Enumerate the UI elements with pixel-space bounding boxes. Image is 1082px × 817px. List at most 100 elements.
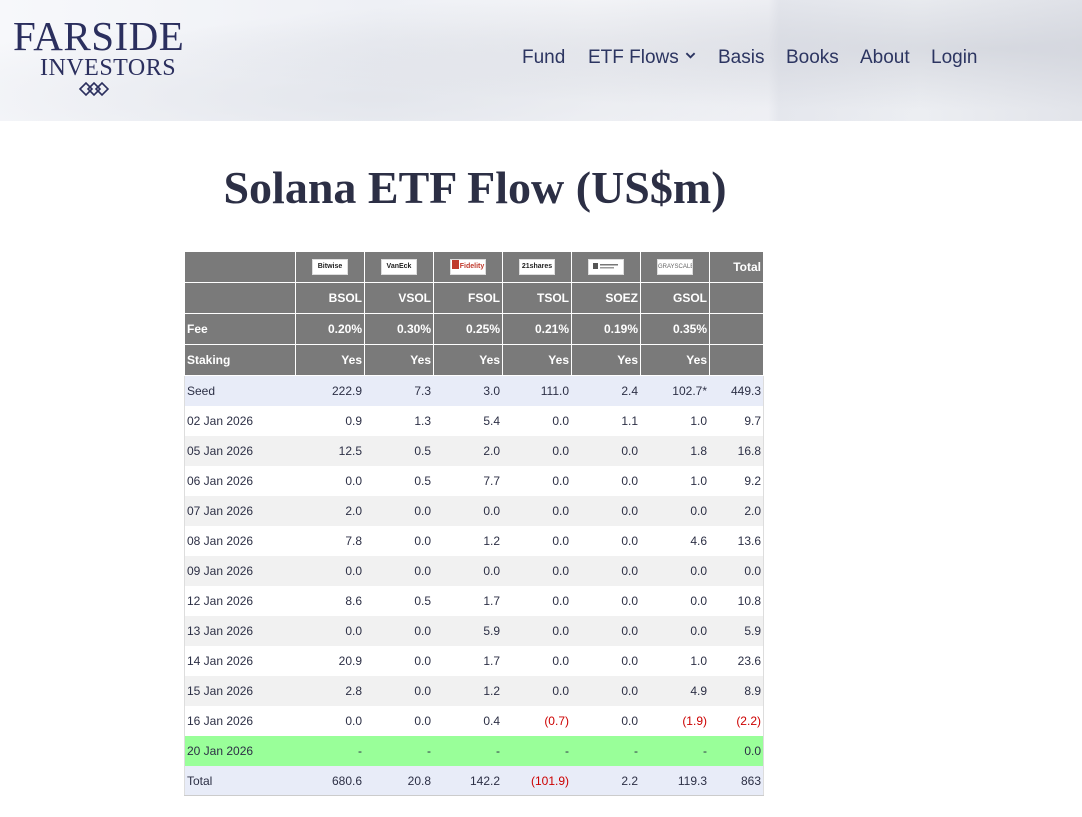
flow-cell: 7.7 (433, 465, 503, 496)
flow-cell: 2.0 (295, 495, 365, 526)
flow-cell: 0.0 (364, 495, 434, 526)
flow-cell: 2.0 (433, 435, 503, 466)
row-date: 14 Jan 2026 (184, 645, 296, 676)
nav-basis[interactable]: Basis (718, 47, 765, 68)
flow-cell: 20.8 (364, 765, 434, 796)
staking-cell: Yes (364, 344, 434, 376)
row-date: 13 Jan 2026 (184, 615, 296, 646)
issuer-logo-cell: GRAYSCALE (640, 251, 710, 283)
fee-label: Fee (184, 313, 296, 345)
flow-cell: 0.5 (364, 585, 434, 616)
flow-cell: 0.0 (502, 645, 572, 676)
ticker-cell: FSOL (433, 282, 503, 314)
staking-cell: Yes (640, 344, 710, 376)
row-date: 12 Jan 2026 (184, 585, 296, 616)
row-total-cell: 10.8 (709, 585, 764, 616)
row-total-cell: 0.0 (709, 735, 764, 766)
fee-cell: 0.25% (433, 313, 503, 345)
flow-cell: 0.0 (364, 525, 434, 556)
row-total-cell: 9.2 (709, 465, 764, 496)
flow-cell: 1.3 (364, 405, 434, 436)
flow-cell: 5.9 (433, 615, 503, 646)
row-total-cell: 2.0 (709, 495, 764, 526)
flow-cell: 0.0 (502, 465, 572, 496)
table-row: 16 Jan 2026 0.0 0.0 0.4 (0.7) 0.0 (1.9) (2.2) (184, 705, 764, 736)
ticker-cell: VSOL (364, 282, 434, 314)
table-row: Seed 222.9 7.3 3.0 111.0 2.4 102.7* 449.3 (184, 375, 764, 406)
flow-cell: 0.0 (571, 645, 641, 676)
bitwise-logo: Bitwise (312, 259, 348, 275)
table-row: 13 Jan 2026 0.0 0.0 5.9 0.0 0.0 0.0 5.9 (184, 615, 764, 646)
flow-cell: 1.7 (433, 585, 503, 616)
flow-cell: 0.5 (364, 465, 434, 496)
flow-cell: 680.6 (295, 765, 365, 796)
chevron-down-icon (685, 52, 696, 59)
flow-cell: 1.0 (640, 645, 710, 676)
ticker-cell: BSOL (295, 282, 365, 314)
row-total-cell: 0.0 (709, 555, 764, 586)
flow-cell: 0.0 (640, 495, 710, 526)
flow-cell: 0.0 (364, 645, 434, 676)
flow-cell: 0.0 (571, 495, 641, 526)
row-date: Total (184, 765, 296, 796)
flow-cell: 0.0 (502, 585, 572, 616)
flow-cell: - (295, 735, 365, 766)
flow-cell: 0.0 (502, 435, 572, 466)
row-total-cell: (2.2) (709, 705, 764, 736)
total-header: Total (709, 251, 764, 283)
nav-etf-flows[interactable]: ETF Flows (588, 45, 696, 71)
fee-cell: 0.30% (364, 313, 434, 345)
page-title: Solana ETF Flow (US$m) (223, 162, 727, 213)
corner-cell (184, 282, 296, 314)
ticker-row: BSOL VSOL FSOL TSOL SOEZ GSOL (184, 282, 764, 314)
nav-login[interactable]: Login (931, 47, 978, 68)
nav-fund[interactable]: Fund (522, 47, 566, 68)
row-total-cell: 5.9 (709, 615, 764, 646)
flow-cell: 0.9 (295, 405, 365, 436)
flow-cell: 1.7 (433, 645, 503, 676)
flow-cell: 7.3 (364, 375, 434, 406)
flow-cell: 0.0 (502, 405, 572, 436)
row-date: 08 Jan 2026 (184, 525, 296, 556)
row-total-cell: 9.7 (709, 405, 764, 436)
flow-cell: 111.0 (502, 375, 572, 406)
flow-cell: 20.9 (295, 645, 365, 676)
farside-logo[interactable]: FARSIDE INVESTORS (13, 13, 185, 98)
nav-books[interactable]: Books (786, 47, 839, 68)
staking-cell: Yes (571, 344, 641, 376)
vaneck-logo: VanEck (381, 259, 417, 275)
issuer-logo-cell: Bitwise (295, 251, 365, 283)
flow-cell: 12.5 (295, 435, 365, 466)
flow-cell: 0.0 (571, 675, 641, 706)
nav-about[interactable]: About (860, 47, 910, 68)
fidelity-logo: Fidelity (459, 263, 485, 270)
table-row: 08 Jan 2026 7.8 0.0 1.2 0.0 0.0 4.6 13.6 (184, 525, 764, 556)
fee-cell: 0.20% (295, 313, 365, 345)
ticker-cell: GSOL (640, 282, 710, 314)
flow-cell: (1.9) (640, 705, 710, 736)
row-total-cell: 23.6 (709, 645, 764, 676)
flow-cell: 119.3 (640, 765, 710, 796)
flow-cell: 0.0 (433, 555, 503, 586)
flow-cell: 0.0 (295, 705, 365, 736)
ticker-cell: TSOL (502, 282, 572, 314)
staking-label: Staking (184, 344, 296, 376)
flow-cell: - (364, 735, 434, 766)
flow-cell: 1.2 (433, 675, 503, 706)
flow-cell: 0.0 (433, 495, 503, 526)
fidelity-logo-icon (451, 260, 459, 269)
flow-cell: 2.4 (571, 375, 641, 406)
flow-cell: 0.0 (295, 465, 365, 496)
flow-cell: 3.0 (433, 375, 503, 406)
staking-cell: Yes (295, 344, 365, 376)
issuer-logo-cell: 21shares (502, 251, 572, 283)
flow-cell: 0.0 (364, 615, 434, 646)
row-date: 02 Jan 2026 (184, 405, 296, 436)
logo-wordmark-farside: FARSIDE (13, 13, 185, 59)
flow-cell: 102.7* (640, 375, 710, 406)
logo-diamond-icon (78, 81, 110, 97)
flow-cell: 0.0 (571, 585, 641, 616)
21shares-logo: 21shares (519, 259, 555, 275)
flow-cell: 0.0 (502, 495, 572, 526)
row-total-cell: 863 (709, 765, 764, 796)
